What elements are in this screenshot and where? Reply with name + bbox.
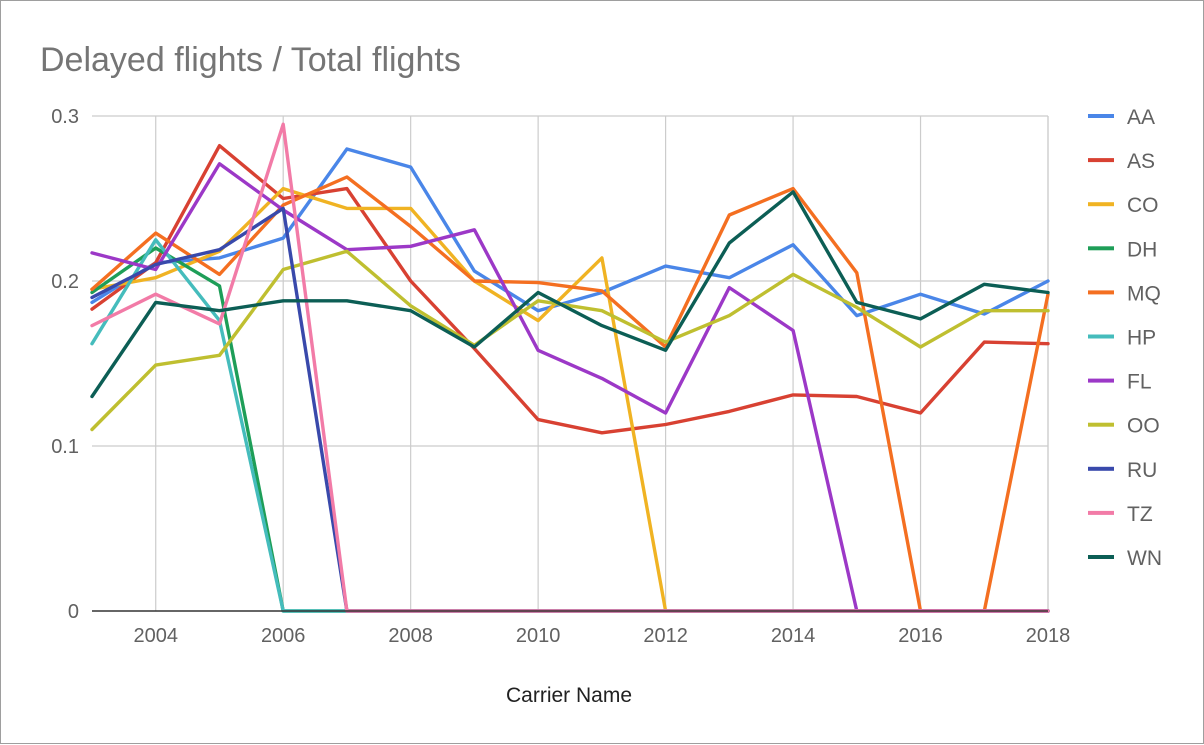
legend-swatch-hp bbox=[1088, 334, 1114, 339]
x-tick-label: 2016 bbox=[898, 625, 943, 647]
series-line-oo bbox=[90, 249, 1050, 432]
series-line-as bbox=[90, 143, 1050, 435]
series-line-wn bbox=[90, 190, 1050, 399]
x-tick-label: 2014 bbox=[771, 625, 816, 647]
legend-label-as: AS bbox=[1127, 150, 1155, 173]
legend-swatch-oo bbox=[1088, 422, 1114, 427]
y-axis-ticks: 0 0.1 0.2 0.3 bbox=[51, 106, 79, 623]
y-tick-label: 0 bbox=[68, 601, 79, 623]
x-tick-label: 2010 bbox=[516, 625, 561, 647]
legend-swatch-tz bbox=[1088, 510, 1114, 515]
series-line-mq bbox=[90, 175, 1050, 613]
x-tick-label: 2018 bbox=[1026, 625, 1071, 647]
x-tick-label: 2004 bbox=[133, 625, 178, 647]
x-axis-ticks: 2004 2006 2008 2010 2012 2014 2016 2018 bbox=[133, 625, 1070, 647]
legend-swatch-co bbox=[1088, 202, 1114, 207]
legend-label-co: CO bbox=[1127, 194, 1159, 217]
legend-swatch-as bbox=[1088, 158, 1114, 163]
legend-swatch-aa bbox=[1088, 114, 1114, 118]
y-tick-label: 0.2 bbox=[51, 271, 79, 293]
legend-swatch-dh bbox=[1088, 246, 1114, 251]
legend-label-fl: FL bbox=[1127, 371, 1152, 394]
legend-label-aa: AA bbox=[1127, 106, 1155, 129]
x-axis-title: Carrier Name bbox=[506, 684, 632, 707]
series-line-aa bbox=[90, 147, 1050, 318]
legend-label-wn: WN bbox=[1127, 547, 1162, 570]
legend-label-tz: TZ bbox=[1127, 503, 1153, 526]
x-tick-label: 2008 bbox=[388, 625, 433, 647]
x-tick-label: 2012 bbox=[643, 625, 688, 647]
gridlines bbox=[92, 115, 1049, 611]
series-lines bbox=[90, 122, 1050, 613]
legend: AA AS CO DH MQ HP FL OO RU TZ WN bbox=[1088, 106, 1162, 570]
legend-label-hp: HP bbox=[1127, 327, 1156, 350]
legend-swatch-ru bbox=[1088, 466, 1114, 471]
legend-label-mq: MQ bbox=[1127, 282, 1161, 305]
legend-label-oo: OO bbox=[1127, 415, 1160, 438]
legend-label-dh: DH bbox=[1127, 238, 1157, 261]
x-tick-label: 2006 bbox=[261, 625, 306, 647]
legend-swatch-mq bbox=[1088, 290, 1114, 295]
legend-swatch-fl bbox=[1088, 378, 1114, 383]
y-tick-label: 0.1 bbox=[51, 436, 79, 458]
chart-title: Delayed flights / Total flights bbox=[40, 41, 461, 79]
legend-label-ru: RU bbox=[1127, 459, 1157, 482]
y-tick-label: 0.3 bbox=[51, 106, 79, 128]
legend-swatch-wn bbox=[1088, 555, 1114, 559]
